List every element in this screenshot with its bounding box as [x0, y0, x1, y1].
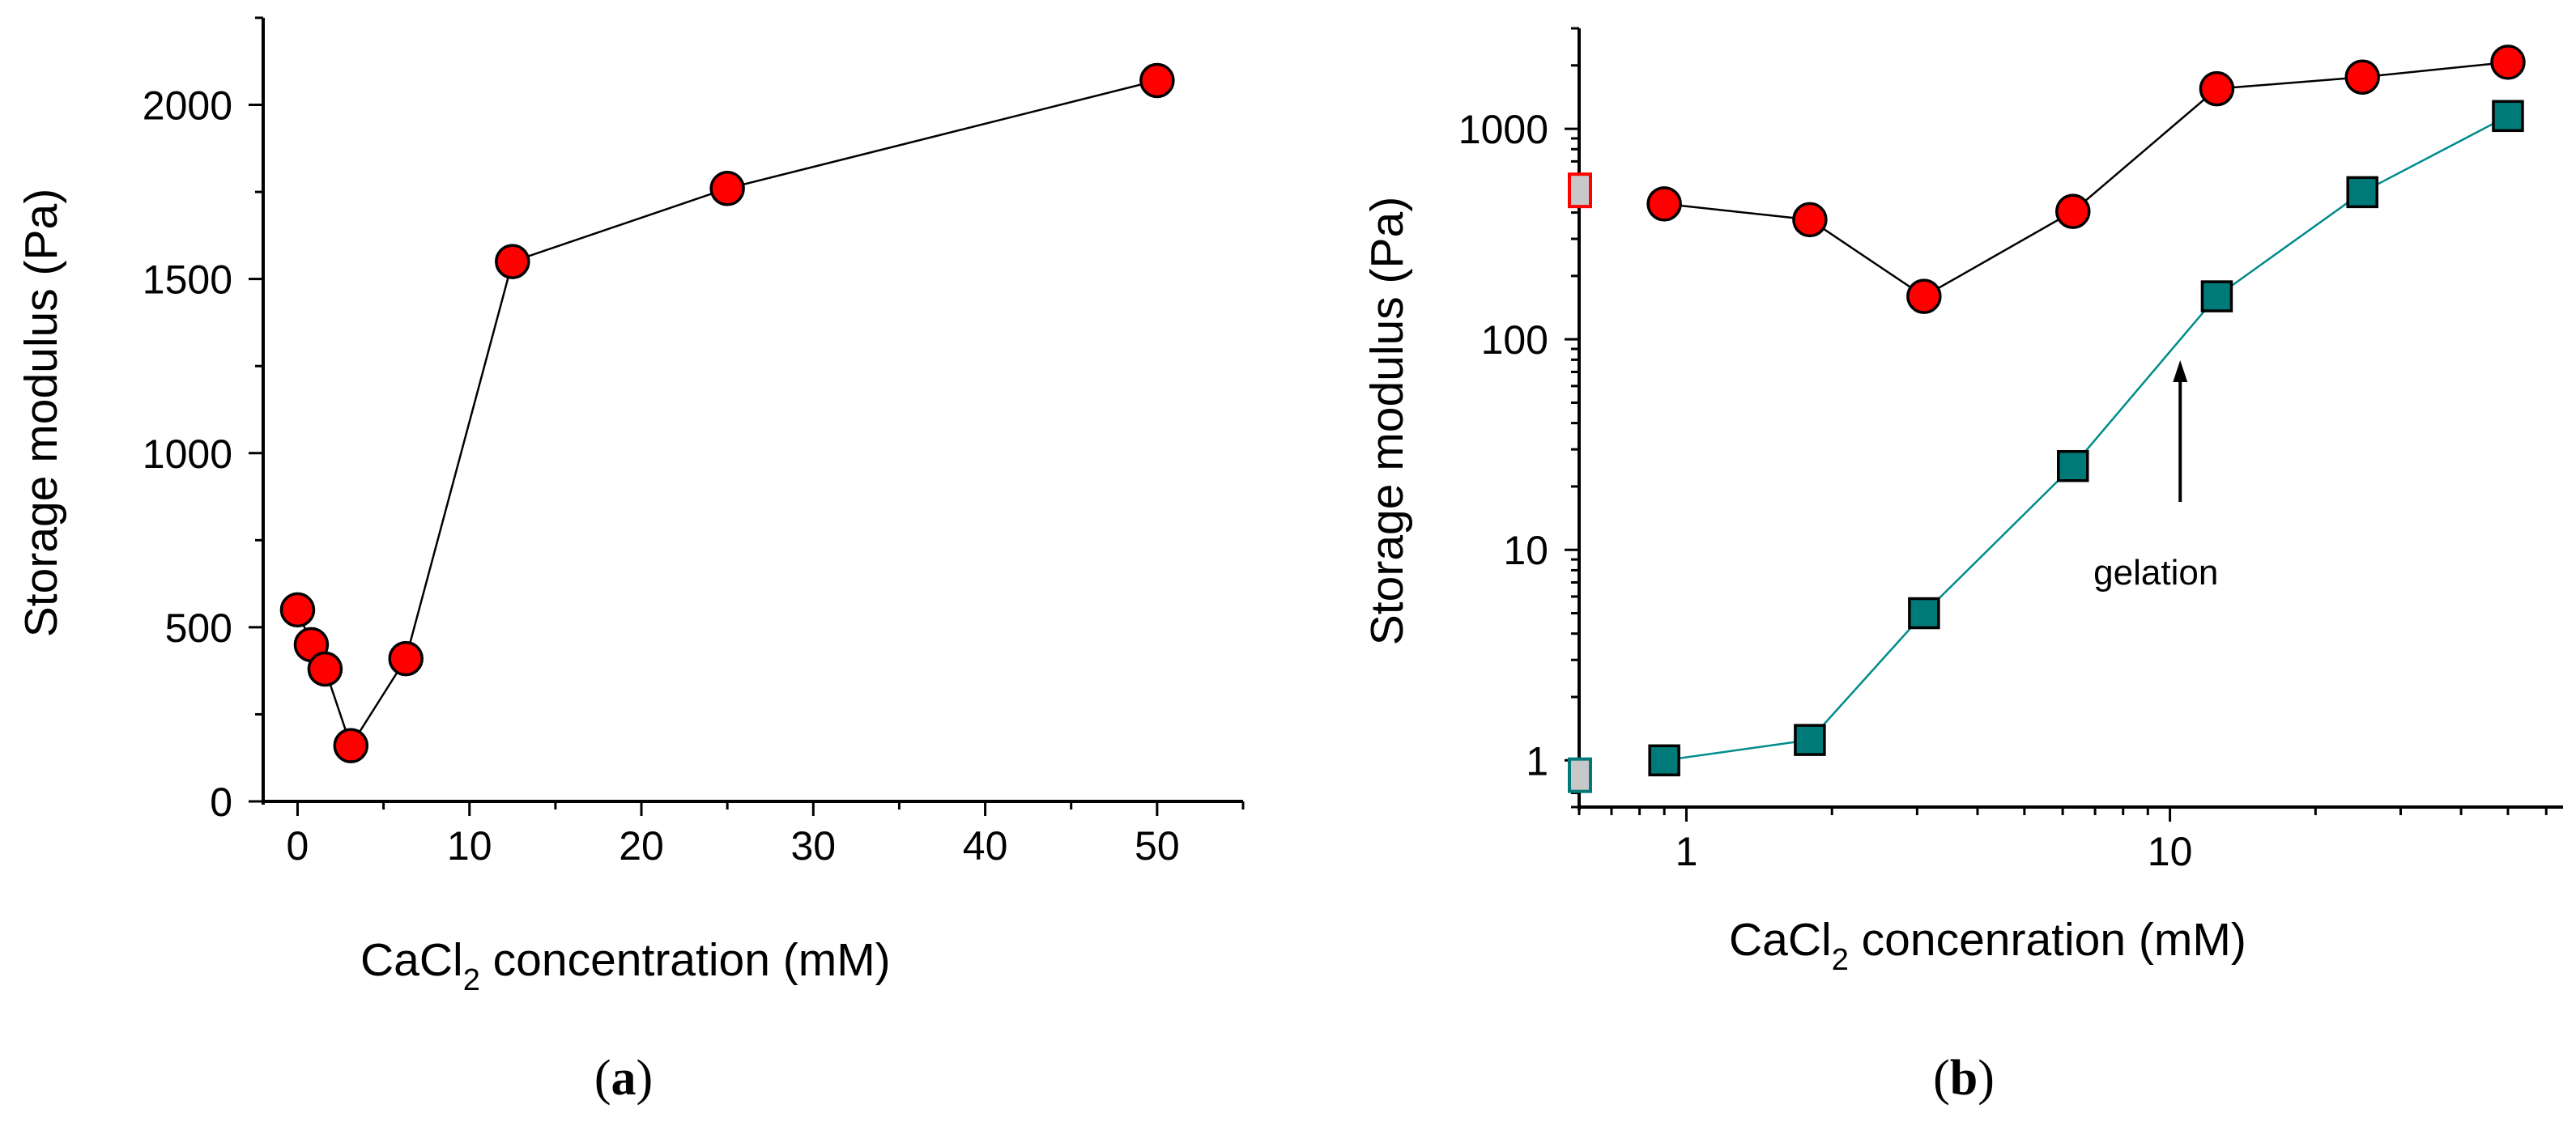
axis-reference-marker-b-1 [1568, 172, 1592, 209]
x-tick-label-a: 50 [1135, 823, 1180, 869]
x-tick-label-a: 30 [790, 823, 836, 869]
panel-label-b: (b) [1933, 1051, 1995, 1106]
data-point-b-2 [2492, 100, 2524, 133]
x-axis-title-a-main: CaCl [360, 934, 463, 986]
y-tick-label-b: 1 [1526, 738, 1548, 784]
x-axis-title-a-subscript: 2 [463, 963, 480, 997]
data-point-b-2 [2057, 449, 2089, 482]
data-point-a [1139, 62, 1175, 99]
data-point-b-1 [2344, 59, 2380, 95]
axis-reference-marker-b-2 [1568, 757, 1592, 793]
x-tick-label-a: 20 [619, 823, 664, 869]
data-point-b-2 [1794, 724, 1826, 756]
x-axis-title-b: CaCl2 concenration (mM) [1729, 914, 2246, 977]
y-tick-label-a: 1500 [143, 257, 232, 303]
x-axis-title-a-rest: concentration (mM) [480, 934, 891, 986]
gelation-arrow-head [2173, 360, 2188, 382]
data-point-b-2 [1648, 744, 1680, 777]
panel-letter-a: a [611, 1051, 637, 1106]
data-point-a [333, 728, 369, 763]
data-point-b-2 [1908, 597, 1940, 630]
panel-label-a: (a) [594, 1051, 653, 1106]
data-point-b-1 [1646, 186, 1682, 222]
y-tick-label-a: 1000 [143, 431, 232, 477]
y-tick-label-b: 1000 [1458, 107, 1548, 152]
data-point-a [279, 592, 316, 628]
x-tick-label-a: 40 [963, 823, 1008, 869]
x-tick-label-b: 1 [1675, 829, 1698, 874]
data-point-b-1 [1792, 202, 1828, 238]
x-axis-title-b-main: CaCl [1729, 914, 1832, 966]
x-tick-label-b: 10 [2148, 829, 2193, 874]
x-tick-label-a: 0 [287, 823, 309, 869]
x-axis-title-a: CaCl2 concentration (mM) [360, 934, 891, 997]
series-group-a [279, 62, 1175, 763]
panel-letter-b: b [1950, 1051, 1978, 1106]
data-point-b-1 [2199, 70, 2235, 107]
data-point-a [495, 244, 530, 279]
y-tick-label-b: 10 [1503, 528, 1548, 573]
data-point-b-2 [2346, 176, 2378, 209]
y-tick-label-a: 0 [210, 780, 232, 825]
gelation-label: gelation [2093, 553, 2218, 593]
x-axis-title-b-subscript: 2 [1832, 943, 1849, 977]
axes-b: 1 10 100 1000 1 10 [1458, 27, 2563, 874]
y-tick-label-a: 2000 [143, 83, 232, 129]
y-axis-title-a: Storage modulus (Pa) [15, 189, 67, 637]
data-point-b-1 [2490, 45, 2526, 80]
chart-panel-a: 0 500 1000 1500 2000 0 10 20 30 40 50 Storage modu… [15, 16, 1245, 1106]
y-tick-label-b: 100 [1481, 317, 1548, 363]
data-point-b-1 [2055, 193, 2091, 229]
data-point-a [709, 171, 745, 206]
series-group-b [1568, 45, 2526, 793]
series-line-b-1 [1664, 61, 2509, 298]
data-point-b-1 [1906, 278, 1942, 314]
x-tick-label-a: 10 [447, 823, 492, 869]
chart-panel-b: 1 10 100 1000 1 10 Storage modulus (Pa) CaCl2… [1361, 27, 2563, 1106]
gelation-annotation: gelation [2093, 360, 2218, 593]
data-point-b-2 [2200, 280, 2233, 312]
data-point-a [307, 651, 343, 687]
data-point-a [388, 640, 424, 677]
y-axis-title-b: Storage modulus (Pa) [1361, 197, 1413, 645]
axes-a: 0 500 1000 1500 2000 0 10 20 30 40 50 [143, 16, 1245, 869]
y-tick-label-a: 500 [165, 605, 232, 651]
x-axis-title-b-rest: concenration (mM) [1849, 914, 2246, 966]
